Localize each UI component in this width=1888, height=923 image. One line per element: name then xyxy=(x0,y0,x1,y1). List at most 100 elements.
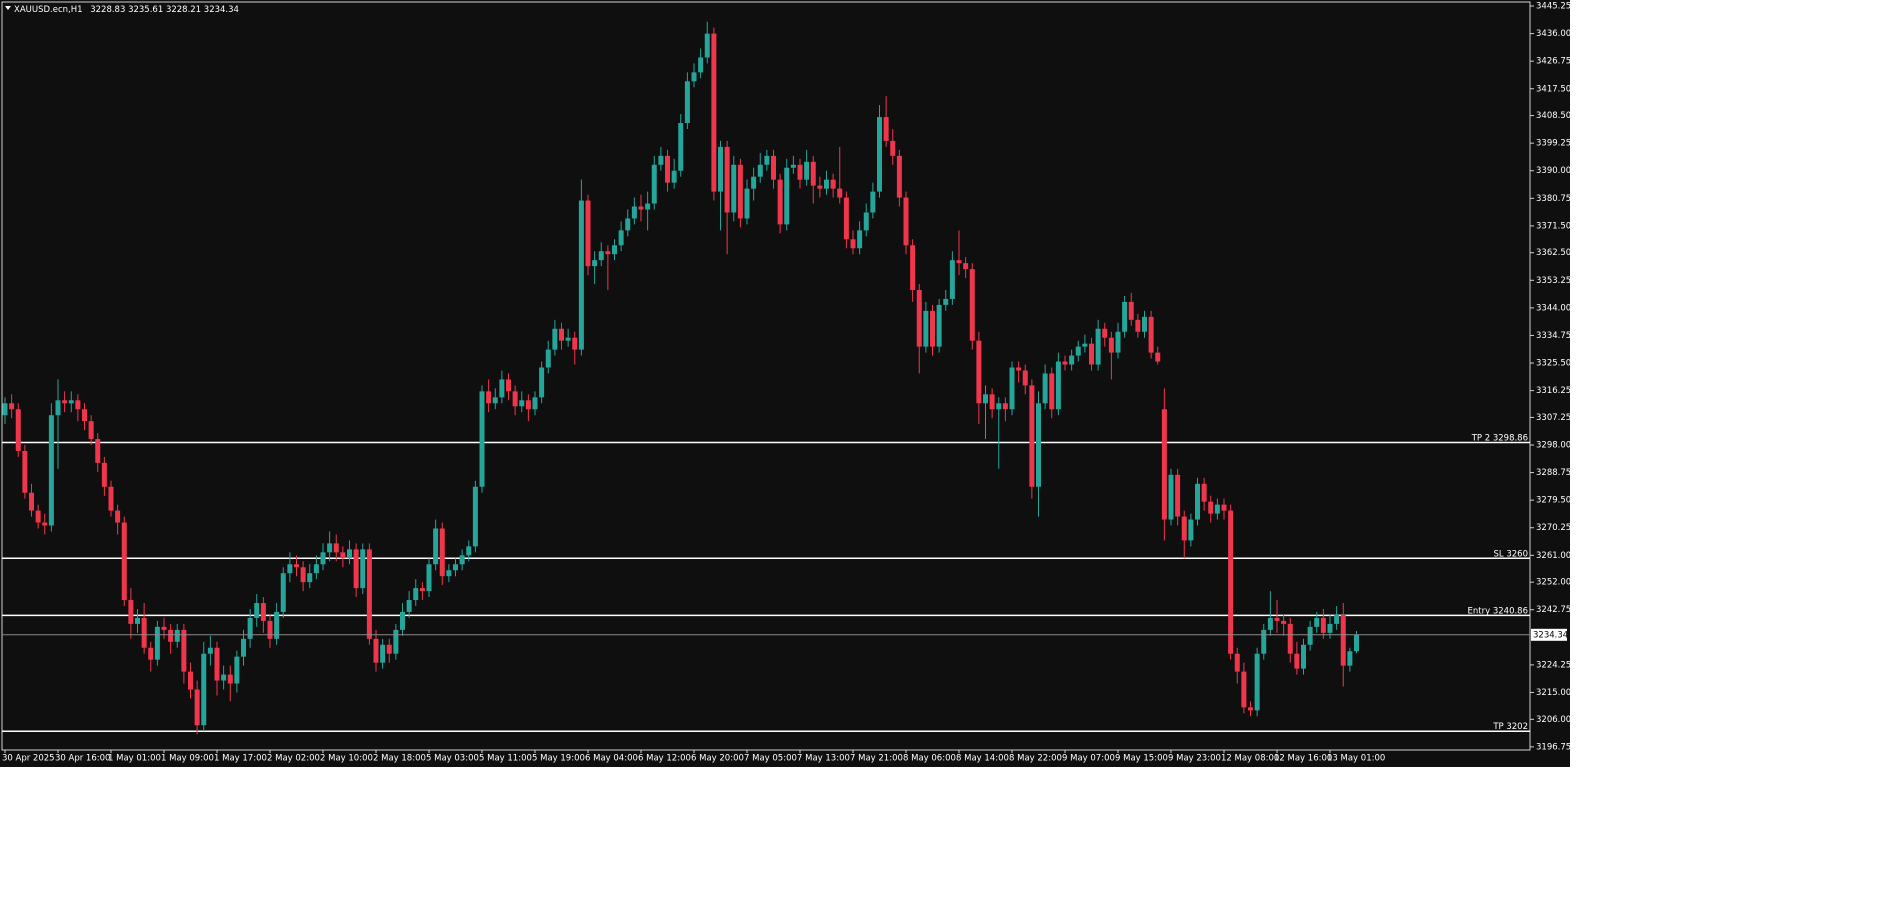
level-value: 3260 xyxy=(1506,549,1528,559)
y-tick-label: 3390.00 xyxy=(1536,166,1570,176)
candle-body xyxy=(592,260,598,267)
candle-body xyxy=(896,155,902,198)
candle-body xyxy=(148,647,154,660)
candle-body xyxy=(88,421,94,440)
candle-body xyxy=(128,600,134,624)
candle-body xyxy=(68,400,74,404)
candle-body xyxy=(274,611,280,639)
candle-body xyxy=(565,337,571,341)
candle-body xyxy=(638,206,644,210)
y-tick-label: 3408.50 xyxy=(1536,111,1570,121)
candle-body xyxy=(1069,355,1075,365)
y-tick-label: 3279.50 xyxy=(1536,496,1570,506)
candle-body xyxy=(949,260,955,299)
x-tick-label: 5 May 03:00 xyxy=(426,754,479,764)
candle-body xyxy=(241,638,246,657)
candle-body xyxy=(1016,367,1022,371)
candle-body xyxy=(1201,483,1207,502)
candle-body xyxy=(15,409,21,451)
candle-body xyxy=(797,164,803,180)
x-tick-label: 9 May 23:00 xyxy=(1168,754,1221,764)
candle-body xyxy=(347,549,352,559)
candle-body xyxy=(963,263,969,270)
candle-body xyxy=(684,81,690,124)
candle-body xyxy=(665,155,670,183)
candle-body xyxy=(943,298,949,305)
candle-body xyxy=(572,337,578,350)
candle-body xyxy=(280,573,286,612)
candle-body xyxy=(718,146,723,192)
level-label: TP 2 3298.86 xyxy=(1471,433,1528,443)
candle-body xyxy=(42,522,48,526)
candle-body xyxy=(1095,328,1101,365)
candle-body xyxy=(214,647,220,681)
y-tick-label: 3288.75 xyxy=(1536,468,1570,478)
candle-body xyxy=(320,552,326,565)
y-tick-label: 3334.75 xyxy=(1536,331,1570,341)
candle-body xyxy=(983,394,988,404)
high: 3235.61 xyxy=(128,5,163,15)
candle-body xyxy=(976,340,982,404)
candle-body xyxy=(1320,617,1326,633)
candle-body xyxy=(479,391,485,487)
plot-frame xyxy=(1,1,1531,751)
candle-body xyxy=(1214,504,1220,514)
candle-body xyxy=(1122,301,1128,332)
y-tick-label: 3206.00 xyxy=(1536,715,1570,725)
chart-header: XAUUSD.ecn,H1 3228.83 3235.61 3228.21 32… xyxy=(14,5,239,15)
candle-body xyxy=(188,671,193,690)
candle-body xyxy=(1042,373,1048,404)
y-tick-label: 3325.50 xyxy=(1536,359,1570,369)
x-tick-label: 13 May 01:00 xyxy=(1327,754,1385,764)
candle-body xyxy=(751,176,757,189)
candle-body xyxy=(771,155,776,180)
candle-body xyxy=(1294,653,1300,669)
candle-body xyxy=(850,239,856,249)
candle-body xyxy=(877,117,882,192)
y-tick-label: 3436.00 xyxy=(1536,29,1570,39)
candle-body xyxy=(181,629,187,672)
candle-body xyxy=(790,164,796,168)
candle-body xyxy=(737,164,743,219)
candle-body xyxy=(890,140,896,156)
candle-body xyxy=(108,486,114,511)
candle-body xyxy=(678,123,684,171)
candle-body xyxy=(75,400,81,410)
candle-body xyxy=(221,674,227,681)
level-name: TP 2 xyxy=(1471,433,1490,443)
candle-body xyxy=(704,33,710,58)
candle-body xyxy=(307,573,313,583)
y-tick-label: 3344.00 xyxy=(1536,303,1570,313)
x-tick-label: 6 May 04:00 xyxy=(585,754,638,764)
candle-body xyxy=(525,400,531,410)
candle-body xyxy=(1036,403,1041,487)
x-tick-label: 8 May 22:00 xyxy=(1009,754,1062,764)
x-tick-label: 1 May 17:00 xyxy=(214,754,267,764)
candle-body xyxy=(545,349,551,368)
candle-body xyxy=(1168,474,1174,520)
candle-body xyxy=(446,570,452,577)
level-name: Entry xyxy=(1468,606,1491,616)
candle-body xyxy=(784,167,790,225)
candle-body xyxy=(1234,653,1240,672)
candle-body xyxy=(486,391,492,404)
menu-icon[interactable] xyxy=(5,6,11,10)
x-tick-label: 30 Apr 2025 xyxy=(2,754,55,764)
candle-body xyxy=(459,555,465,565)
candle-body xyxy=(618,230,624,246)
candle-body xyxy=(62,400,68,404)
candle-body xyxy=(1089,343,1094,365)
candle-body xyxy=(267,620,273,639)
x-tick-label: 12 May 16:00 xyxy=(1274,754,1332,764)
candle-body xyxy=(386,644,392,654)
candle-body xyxy=(883,117,889,141)
candle-body xyxy=(29,492,34,511)
candle-body xyxy=(413,588,419,601)
candle-body xyxy=(598,251,604,261)
candle-body xyxy=(254,603,260,618)
candle-body xyxy=(824,179,829,189)
candle-body xyxy=(1062,361,1068,365)
level-label: TP 3202 xyxy=(1492,722,1528,732)
y-tick-label: 3298.00 xyxy=(1536,441,1570,451)
candle-body xyxy=(327,543,333,553)
